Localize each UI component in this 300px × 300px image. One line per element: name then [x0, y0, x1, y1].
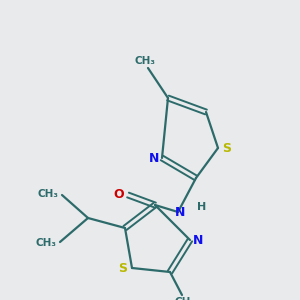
Text: O: O — [114, 188, 124, 202]
Text: S: S — [223, 142, 232, 154]
Text: N: N — [149, 152, 159, 166]
Text: CH₃: CH₃ — [35, 238, 56, 248]
Text: H: H — [197, 202, 207, 212]
Text: S: S — [118, 262, 127, 275]
Text: CH₃: CH₃ — [38, 189, 58, 199]
Text: CH₃: CH₃ — [134, 56, 155, 66]
Text: N: N — [175, 206, 185, 220]
Text: CH₃: CH₃ — [175, 297, 196, 300]
Text: N: N — [193, 233, 203, 247]
